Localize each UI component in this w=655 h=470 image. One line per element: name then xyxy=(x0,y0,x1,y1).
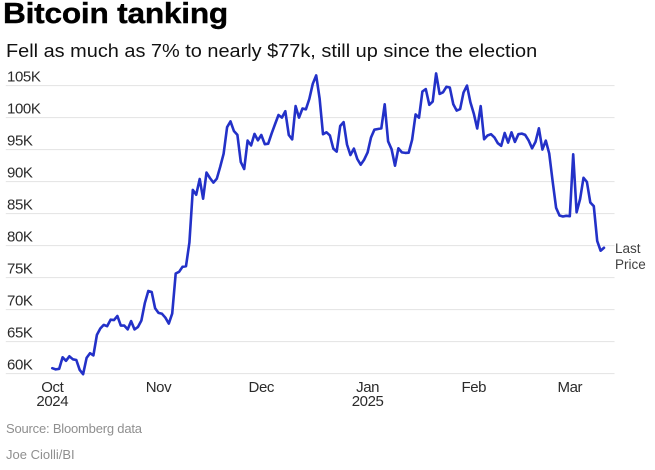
svg-text:Nov: Nov xyxy=(146,379,172,396)
svg-text:Jan: Jan xyxy=(356,379,379,396)
svg-text:60K: 60K xyxy=(7,356,33,373)
svg-text:70K: 70K xyxy=(7,292,33,309)
svg-text:Oct: Oct xyxy=(41,379,64,396)
svg-text:75K: 75K xyxy=(7,260,33,277)
svg-text:85K: 85K xyxy=(7,196,33,213)
svg-text:Feb: Feb xyxy=(461,379,486,396)
svg-text:105K: 105K xyxy=(7,68,41,85)
svg-text:100K: 100K xyxy=(7,100,41,117)
svg-text:2025: 2025 xyxy=(352,393,384,410)
svg-text:2024: 2024 xyxy=(36,393,68,410)
svg-text:80K: 80K xyxy=(7,228,33,245)
svg-text:65K: 65K xyxy=(7,324,33,341)
svg-text:Mar: Mar xyxy=(557,379,582,396)
svg-text:95K: 95K xyxy=(7,132,33,149)
svg-text:Dec: Dec xyxy=(249,379,275,396)
svg-text:90K: 90K xyxy=(7,164,33,181)
